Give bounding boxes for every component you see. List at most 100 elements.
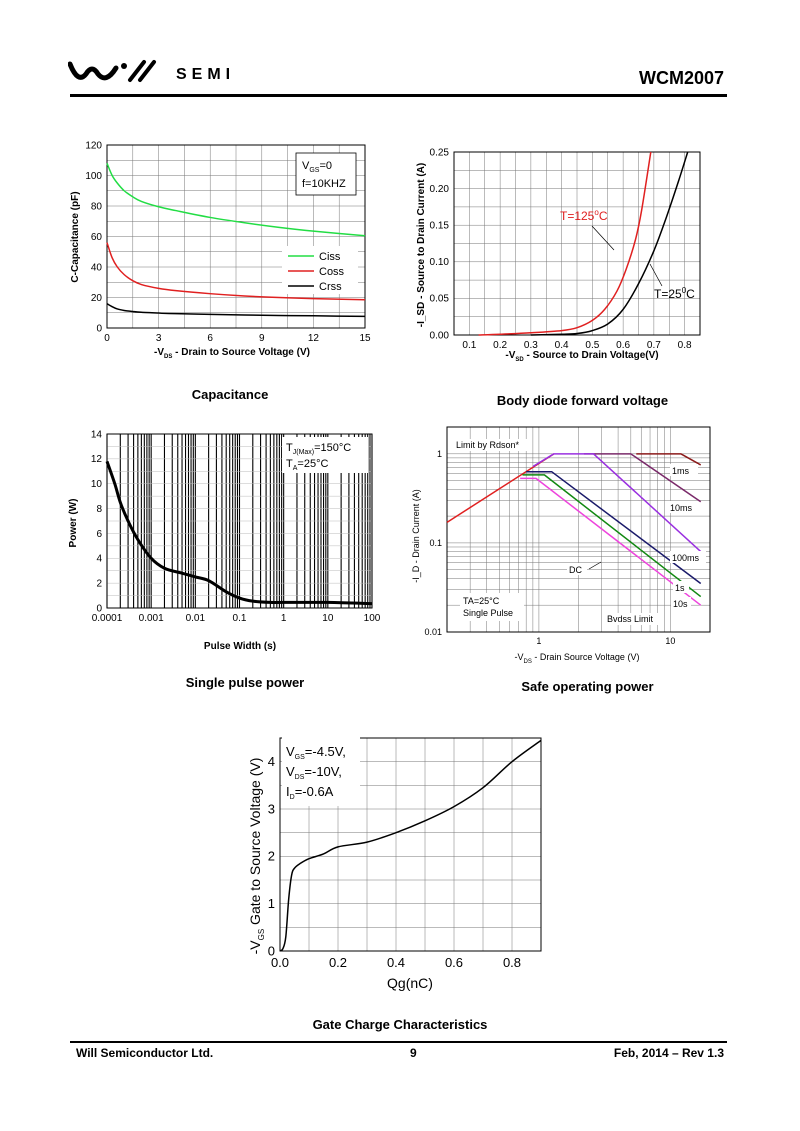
capacitance-annotation-box: [295, 152, 357, 196]
y-tick-label: 0.00: [430, 330, 450, 341]
soa-rdson-label: Limit by Rdson*: [456, 440, 520, 450]
y-tick-label: 4: [268, 754, 275, 769]
plot-frame: [106, 433, 373, 609]
y-tick-label: 80: [91, 201, 103, 212]
x-tick-label: 1: [536, 636, 541, 646]
header-rule: [70, 94, 727, 97]
caption-body-diode: Body diode forward voltage: [496, 393, 669, 408]
legend-crss-label: Crss: [319, 281, 342, 293]
y-tick-label: 0.1: [429, 538, 442, 548]
gate-charge-series-series-0: [279, 739, 542, 952]
y-tick-label: 3: [268, 801, 275, 816]
x-tick-label: 0.7: [647, 340, 661, 351]
body-diode-label-125c: T=125oC: [560, 208, 608, 223]
x-tick-label: 6: [207, 333, 213, 344]
body-diode-leader-25c: [649, 263, 663, 287]
y-tick-label: 40: [91, 262, 103, 273]
soa-label-10s: 10s: [673, 599, 688, 609]
body-diode-ylabel: -I_SD - Source to Drain Current (A): [416, 163, 427, 327]
y-tick-label: 60: [91, 232, 103, 243]
soa-100ms-bg: [670, 551, 706, 563]
soa-10s-bg: [671, 597, 691, 609]
body-diode-chart: 0.1 0.2 0.3 0.4 0.5 0.6 0.7 0.8 0.00 0.05 0.10 0.15…: [416, 147, 701, 363]
single-pulse-ylabel: Power (W): [68, 499, 79, 548]
x-tick-label: 0.6: [616, 340, 630, 351]
x-tick-label: 0.0: [271, 955, 289, 970]
soa-ta-box: [460, 593, 524, 621]
soa-series-10s: [522, 474, 702, 598]
y-tick-label: 14: [91, 429, 103, 440]
soa-dc-bg: [567, 563, 587, 575]
soa-series-1ms: [636, 453, 702, 466]
plot-frame: [106, 144, 366, 329]
legend-coss-label: Coss: [319, 266, 345, 278]
caption-soa: Safe operating power: [521, 679, 654, 694]
capacitance-series-crss: [106, 302, 366, 318]
y-tick-label: 0.10: [430, 257, 450, 268]
y-tick-label: 4: [96, 554, 102, 565]
x-tick-label: 0.6: [445, 955, 463, 970]
y-tick-label: 0.20: [430, 184, 450, 195]
body-diode-series-t-25-c: [530, 151, 689, 336]
legend-ciss-label: Ciss: [319, 251, 341, 263]
soa-annotation-ta: TA=25°C: [463, 596, 500, 606]
caption-capacitance: Capacitance: [191, 387, 269, 402]
body-diode-xlabel: -VSD - Source to Drain Voltage(V): [505, 350, 658, 363]
capacitance-ylabel: C-Capacitance (pF): [70, 191, 81, 282]
soa-xlabel: -VDS - Drain Source Voltage (V): [515, 652, 640, 665]
x-tick-label: 0.01: [186, 613, 206, 624]
soa-1s-bg: [673, 581, 689, 593]
soa-label-10ms: 10ms: [670, 503, 693, 513]
x-tick-label: 0.1: [233, 613, 247, 624]
gate-charge-annotation-id: ID=-0.6A: [286, 784, 334, 801]
footer-page-number: 9: [410, 1046, 417, 1060]
body-diode-label-25c: T=250C: [654, 286, 695, 301]
soa-annotation-pulse: Single Pulse: [463, 608, 513, 618]
capacitance-annotation-freq: f=10KHZ: [302, 178, 346, 190]
page-header: SEMI WCM2007: [0, 0, 800, 100]
capacitance-series-ciss: [106, 163, 366, 237]
soa-10ms-bg: [668, 501, 698, 513]
x-tick-label: 10: [665, 636, 675, 646]
soa-series-1s: [526, 470, 702, 585]
y-tick-label: 2: [96, 578, 102, 589]
x-tick-label: 1: [281, 613, 287, 624]
body-diode-series-t-125-c: [478, 151, 652, 336]
caption-gate-charge: Gate Charge Characteristics: [312, 1017, 488, 1032]
x-tick-label: 0.001: [139, 613, 164, 624]
capacitance-chart: 0 3 6 9 12 15 0 20 40 60 80 100 120 VGS=0 f=10KHZ Ci…: [70, 140, 371, 360]
gate-charge-ylabel: -VGS Gate to Source Voltage (V): [247, 758, 266, 955]
soa-ylabel: -I_D - Drain Current (A): [411, 489, 421, 583]
y-tick-label: 0.05: [430, 294, 450, 305]
gate-charge-annotation-vds: VDS=-10V,: [286, 764, 342, 781]
x-tick-label: 0.2: [493, 340, 507, 351]
soa-series-dc: [520, 477, 702, 606]
soa-bvdss-label: Bvdss Limit: [607, 614, 654, 624]
x-tick-label: 0.1: [462, 340, 476, 351]
x-tick-label: 0.4: [555, 340, 569, 351]
x-tick-label: 0.0001: [92, 613, 123, 624]
x-tick-label: 0.3: [524, 340, 538, 351]
single-pulse-xlabel: Pulse Width (s): [204, 641, 276, 652]
soa-series-10ms: [583, 453, 702, 503]
gate-charge-annotation-box: [282, 736, 360, 806]
soa-series-100ms: [532, 453, 702, 553]
capacitance-xlabel: -VDS - Drain to Source Voltage (V): [154, 347, 310, 360]
y-tick-label: 12: [91, 454, 103, 465]
soa-label-1s: 1s: [675, 583, 685, 593]
x-tick-label: 100: [364, 613, 381, 624]
x-tick-label: 0.8: [678, 340, 692, 351]
soa-label-100ms: 100ms: [672, 553, 700, 563]
y-tick-label: 2: [268, 849, 275, 864]
soa-dc-leader: [588, 561, 602, 570]
x-tick-label: 0.4: [387, 955, 405, 970]
brand-name: SEMI: [176, 66, 236, 83]
soa-bvdss-bg: [605, 613, 661, 625]
y-tick-label: 0: [268, 943, 275, 958]
footer-rule: [70, 1041, 727, 1043]
body-diode-leader-125c: [591, 225, 615, 251]
part-number: WCM2007: [638, 68, 724, 88]
single-pulse-series-series-0: [105, 460, 373, 606]
